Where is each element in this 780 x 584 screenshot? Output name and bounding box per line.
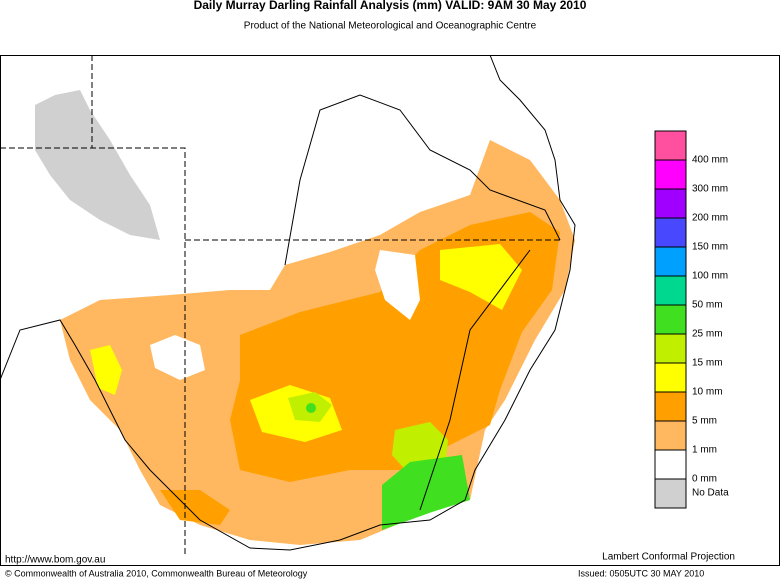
legend-swatch: [654, 188, 687, 219]
legend-label: 5 mm: [692, 416, 717, 427]
url: http://www.bom.gov.au: [5, 555, 105, 566]
rain-peak: [306, 403, 316, 413]
coastline: [0, 54, 576, 551]
issued: Issued: 0505UTC 30 MAY 2010: [578, 568, 704, 578]
legend-label: 50 mm: [692, 300, 723, 311]
legend-swatch: [654, 391, 687, 422]
legend-label: 1 mm: [692, 445, 717, 456]
no-rain: [375, 250, 420, 320]
legend-label: 150 mm: [692, 242, 728, 253]
rain-10mm: [90, 345, 122, 395]
legend-swatch: [654, 304, 687, 335]
state-border: [0, 55, 560, 555]
rainfall-map: [0, 54, 576, 555]
legend-swatch: [654, 333, 687, 364]
legend-label: 10 mm: [692, 387, 723, 398]
projection: Lambert Conformal Projection: [602, 552, 735, 563]
rain-10mm: [440, 244, 522, 310]
legend-swatch: [654, 130, 687, 161]
legend-swatch: [654, 275, 687, 306]
legend-label: No Data: [692, 488, 729, 499]
copyright: © Commonwealth of Australia 2010, Common…: [5, 568, 308, 578]
legend-label: 300 mm: [692, 184, 728, 195]
legend-label: 100 mm: [692, 271, 728, 282]
no-rain: [150, 335, 205, 380]
legend-swatch: [654, 159, 687, 190]
subtitle: Product of the National Meteorological a…: [244, 21, 537, 32]
no-data-area: [35, 90, 160, 240]
rain-5mm-south: [160, 490, 230, 525]
legend-swatch: [654, 217, 687, 248]
title: Daily Murray Darling Rainfall Analysis (…: [194, 0, 587, 12]
legend-swatch: [654, 246, 687, 277]
legend: 400 mm 300 mm 200 mm 150 mm 100 mm 50 mm 25 mm…: [654, 130, 729, 509]
legend-label: 25 mm: [692, 329, 723, 340]
basin-boundary: [284, 94, 561, 511]
legend-swatch: [654, 449, 687, 480]
legend-label: 200 mm: [692, 213, 728, 224]
legend-label: 400 mm: [692, 155, 728, 166]
legend-swatch: [654, 362, 687, 393]
legend-label: 0 mm: [692, 474, 717, 485]
legend-label: 15 mm: [692, 358, 723, 369]
legend-swatch: [654, 478, 687, 509]
legend-swatch: [654, 420, 687, 451]
